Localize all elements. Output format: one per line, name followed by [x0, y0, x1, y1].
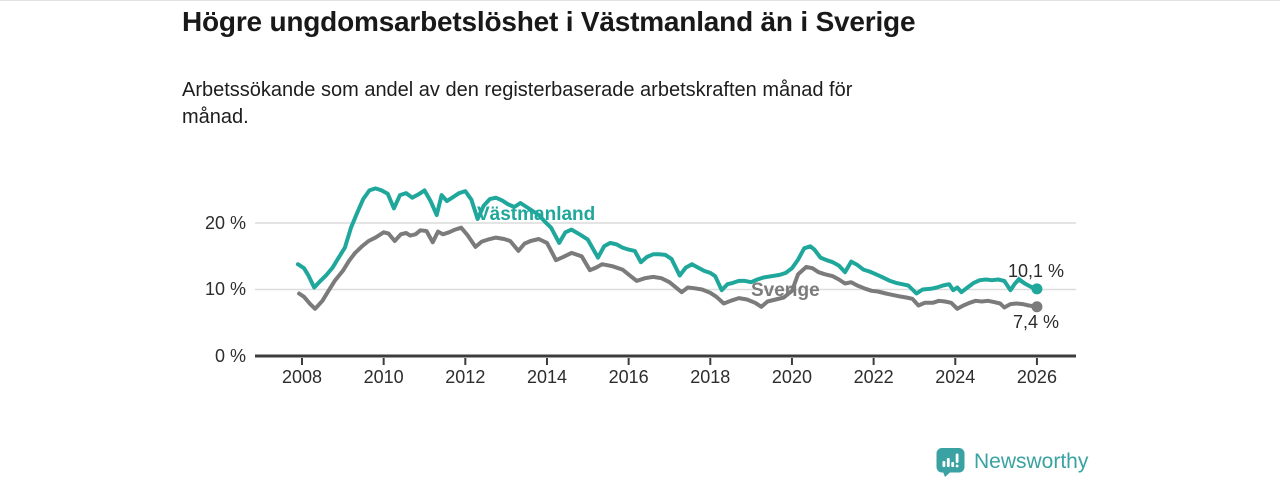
x-tick-label-2018: 2018: [690, 367, 731, 387]
y-tick-label-0: 0 %: [214, 346, 246, 366]
newsworthy-logo-text: Newsworthy: [974, 450, 1089, 473]
x-tick-label-2014: 2014: [526, 367, 567, 387]
end-dot-sverige: [1031, 301, 1043, 313]
end-dot-västmanland: [1031, 283, 1043, 295]
y-tick-label-10: 10 %: [204, 279, 246, 299]
x-tick-label-2022: 2022: [853, 367, 894, 387]
end-value-sverige: 7,4 %: [1013, 312, 1060, 332]
series-label-vastmanland: Västmanland: [477, 204, 596, 225]
x-tick-label-2020: 2020: [771, 367, 812, 387]
chart-subtitle: Arbetssökande som andel av den registerb…: [182, 77, 1122, 131]
newsworthy-logo[interactable]: Newsworthy: [936, 447, 1088, 477]
x-tick-label-2012: 2012: [445, 367, 486, 387]
x-tick-label-2016: 2016: [608, 367, 649, 387]
series-line-sverige: [297, 225, 1039, 311]
page-title: Högre ungdomsarbetslöshet i Västmanland …: [182, 6, 916, 37]
series-line-västmanland: [295, 186, 1039, 296]
subtitle-line-1: Arbetssökande som andel av den registerb…: [182, 79, 853, 101]
end-label-connector: [1017, 276, 1032, 288]
x-tick-label-2008: 2008: [281, 367, 323, 387]
x-tick-label-2024: 2024: [935, 367, 976, 387]
newsworthy-logo-icon: [936, 448, 965, 477]
x-tick-label-2010: 2010: [363, 367, 404, 387]
series-label-sverige: Sverige: [751, 280, 820, 301]
subtitle-line-2: månad.: [182, 106, 249, 128]
x-tick-label-2026: 2026: [1016, 367, 1057, 387]
end-value-vastmanland: 10,1 %: [1008, 261, 1065, 281]
y-tick-label-20: 20 %: [204, 213, 246, 233]
